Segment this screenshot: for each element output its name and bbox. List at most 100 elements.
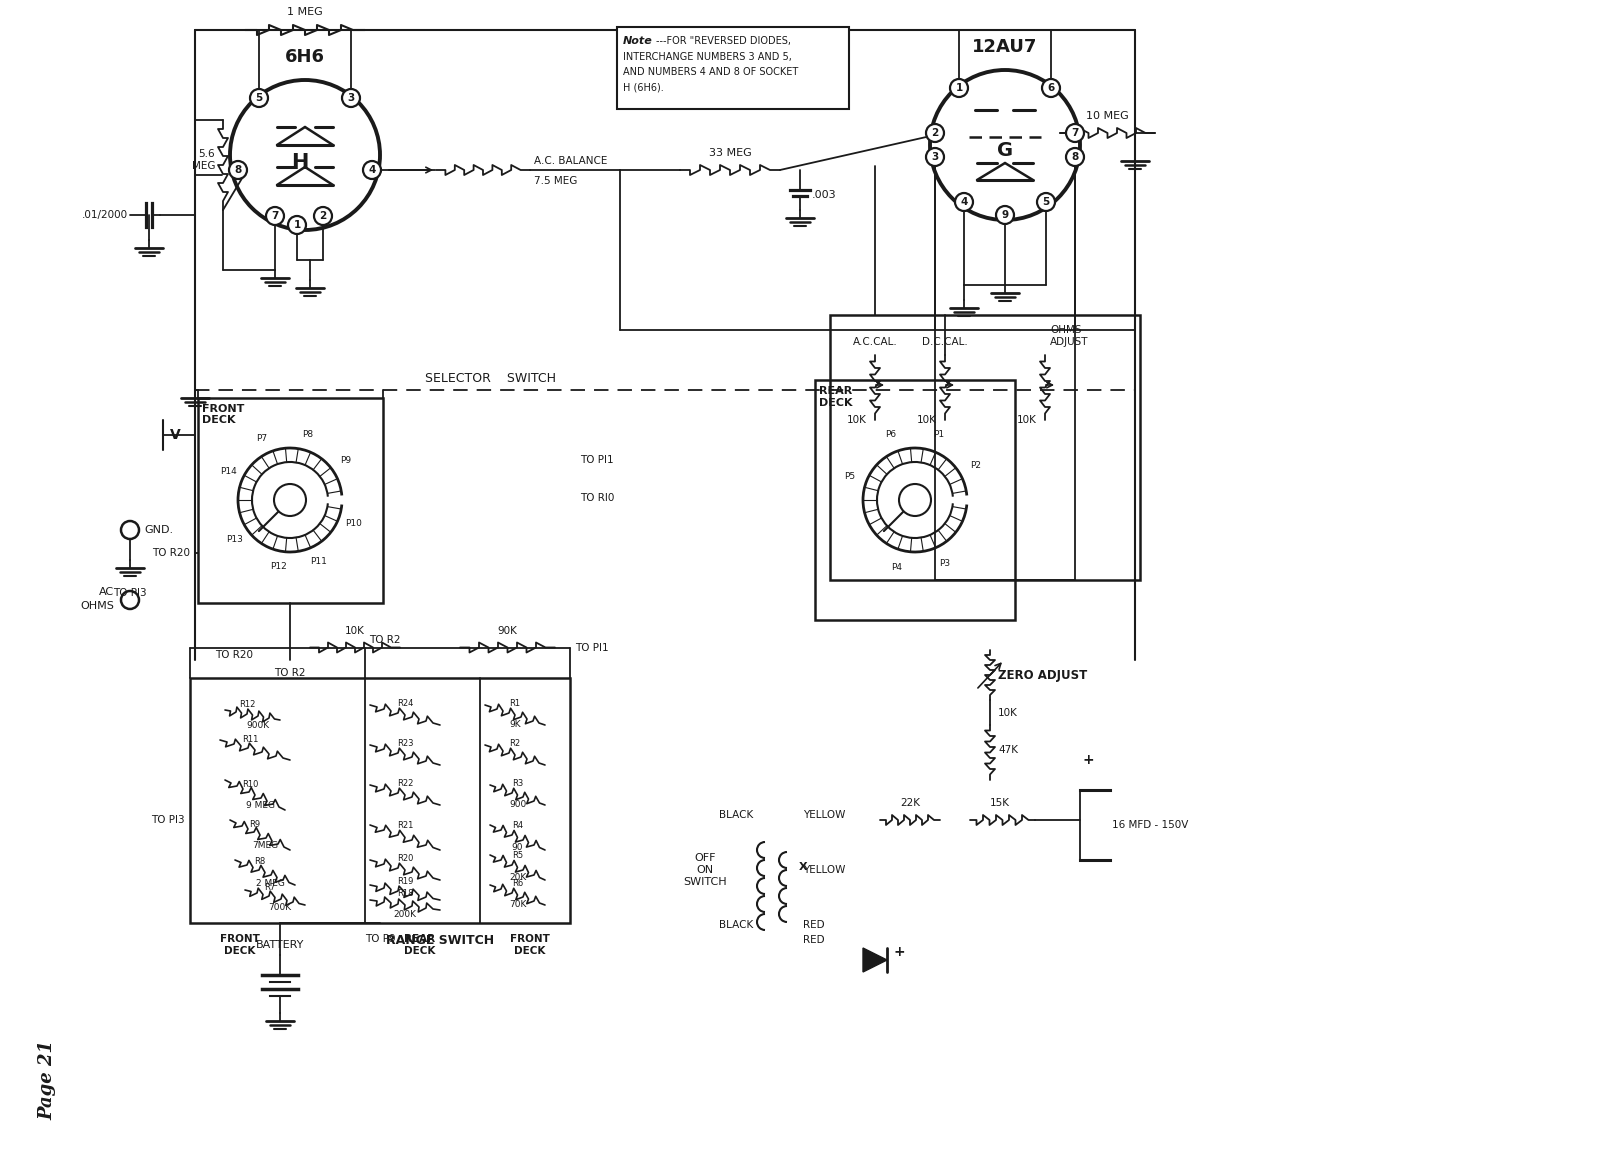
Text: RANGE SWITCH: RANGE SWITCH	[386, 935, 494, 948]
Text: 8: 8	[1072, 152, 1078, 162]
Text: R21: R21	[397, 821, 413, 830]
Text: X: X	[798, 862, 808, 872]
Text: 7: 7	[272, 211, 278, 221]
Text: RED: RED	[803, 935, 824, 946]
Circle shape	[274, 484, 306, 516]
Text: V: V	[170, 428, 181, 442]
Text: P13: P13	[226, 535, 243, 543]
Text: OHMS
ADJUST: OHMS ADJUST	[1050, 326, 1088, 347]
Text: 10K: 10K	[346, 626, 365, 635]
Text: P3: P3	[939, 559, 950, 568]
Text: A.C. BALANCE: A.C. BALANCE	[534, 156, 608, 166]
Text: AC: AC	[99, 587, 114, 597]
Text: P11: P11	[310, 557, 326, 566]
Circle shape	[950, 79, 968, 97]
Text: ZERO ADJUST: ZERO ADJUST	[998, 669, 1088, 682]
Text: SELECTOR    SWITCH: SELECTOR SWITCH	[424, 372, 555, 385]
Text: ---FOR "REVERSED DIODES,: ---FOR "REVERSED DIODES,	[656, 36, 790, 47]
Text: R24: R24	[397, 699, 413, 708]
Text: 2 MEG: 2 MEG	[256, 878, 285, 887]
Text: 9: 9	[1002, 211, 1008, 220]
Text: 200K: 200K	[394, 909, 416, 919]
Text: +: +	[893, 946, 904, 959]
Circle shape	[1066, 148, 1085, 166]
Text: 7MEG: 7MEG	[251, 841, 278, 850]
Text: 47K: 47K	[998, 745, 1018, 755]
Text: G: G	[997, 141, 1013, 159]
Text: R6: R6	[512, 879, 523, 889]
Text: TO PI3: TO PI3	[152, 815, 186, 825]
Text: R19: R19	[397, 877, 413, 885]
Text: 2: 2	[320, 211, 326, 221]
Text: TO PI1: TO PI1	[574, 642, 608, 652]
Circle shape	[342, 90, 360, 107]
Text: P4: P4	[891, 563, 902, 572]
Text: YELLOW: YELLOW	[803, 865, 845, 875]
Text: TO R20: TO R20	[214, 650, 253, 659]
Text: P5: P5	[843, 471, 854, 480]
Text: 10 MEG: 10 MEG	[1086, 110, 1128, 121]
Circle shape	[955, 193, 973, 211]
Text: P10: P10	[346, 519, 362, 528]
Circle shape	[250, 90, 269, 107]
Text: 90K: 90K	[498, 626, 517, 635]
Bar	[197, 398, 382, 602]
Text: R1: R1	[509, 699, 520, 708]
Text: P2: P2	[970, 461, 981, 470]
Text: R22: R22	[397, 779, 413, 789]
Text: 1 MEG: 1 MEG	[286, 7, 323, 17]
Text: R7: R7	[264, 883, 275, 892]
Circle shape	[266, 207, 285, 224]
Text: 900: 900	[509, 800, 526, 809]
Text: OFF
ON
SWITCH: OFF ON SWITCH	[683, 854, 726, 886]
Text: 20K: 20K	[509, 872, 526, 882]
Circle shape	[899, 484, 931, 516]
Text: P8: P8	[302, 430, 314, 438]
Text: TO R2: TO R2	[370, 635, 400, 645]
Text: 10K: 10K	[846, 415, 867, 424]
Text: H (6H6).: H (6H6).	[622, 83, 664, 92]
Text: R4: R4	[512, 821, 523, 830]
Text: YELLOW: YELLOW	[803, 809, 845, 820]
Text: AND NUMBERS 4 AND 8 OF SOCKET: AND NUMBERS 4 AND 8 OF SOCKET	[622, 67, 798, 77]
Text: FRONT
DECK: FRONT DECK	[510, 935, 550, 956]
FancyBboxPatch shape	[618, 27, 850, 109]
Text: R9: R9	[250, 820, 261, 829]
Text: P9: P9	[341, 457, 352, 465]
Text: FRONT
DECK: FRONT DECK	[221, 935, 259, 956]
Text: 7.5 MEG: 7.5 MEG	[534, 176, 578, 186]
Text: 9K: 9K	[509, 720, 522, 729]
Text: 1: 1	[955, 83, 963, 93]
Circle shape	[1037, 193, 1054, 211]
Text: BLACK: BLACK	[718, 920, 754, 930]
Text: P1: P1	[933, 429, 944, 438]
Text: 4: 4	[960, 197, 968, 207]
Text: 5.6
MEG: 5.6 MEG	[192, 149, 214, 171]
Text: Page 21: Page 21	[38, 1040, 56, 1120]
Text: P6: P6	[885, 429, 896, 438]
Text: 12AU7: 12AU7	[973, 38, 1038, 56]
Text: R20: R20	[397, 854, 413, 863]
Text: 7: 7	[1072, 128, 1078, 138]
Polygon shape	[862, 948, 886, 972]
Text: 1: 1	[293, 220, 301, 230]
Text: R11: R11	[242, 735, 258, 744]
Text: TO PI3: TO PI3	[114, 588, 147, 598]
Text: 9 MEG: 9 MEG	[245, 801, 275, 809]
Text: TO RI0: TO RI0	[581, 493, 614, 504]
Text: 8: 8	[234, 165, 242, 174]
Text: P7: P7	[256, 434, 267, 443]
Text: .003: .003	[813, 190, 837, 200]
Text: BLACK: BLACK	[718, 809, 754, 820]
Circle shape	[229, 160, 246, 179]
Text: 5: 5	[1042, 197, 1050, 207]
Text: R8: R8	[254, 857, 266, 866]
Text: TO R20: TO R20	[152, 548, 190, 557]
Text: R2: R2	[509, 739, 520, 748]
Text: 90: 90	[512, 842, 523, 851]
Circle shape	[926, 124, 944, 142]
Text: R23: R23	[397, 739, 413, 748]
Text: A.C.CAL.: A.C.CAL.	[853, 337, 898, 347]
Circle shape	[288, 216, 306, 234]
Bar	[190, 678, 570, 922]
